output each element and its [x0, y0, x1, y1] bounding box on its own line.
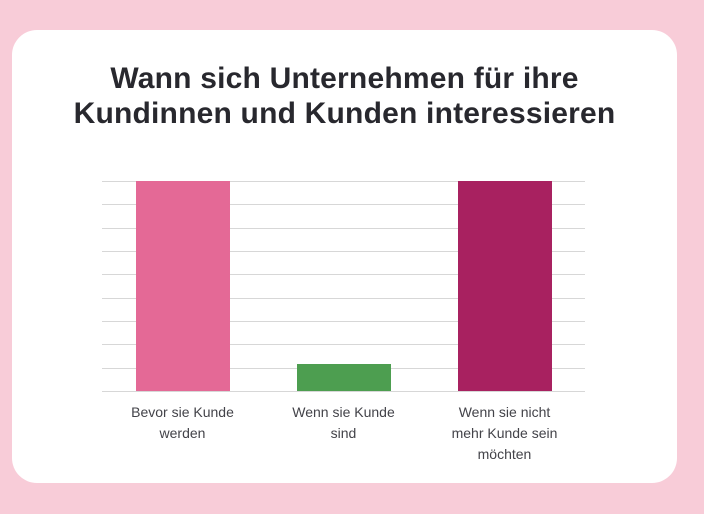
gridline — [102, 297, 585, 299]
x-axis-label: Bevor sie Kunde werden — [131, 404, 234, 441]
bar-slot — [263, 181, 424, 391]
gridline — [102, 391, 585, 392]
plot-area — [102, 181, 585, 392]
gridline — [102, 250, 585, 252]
bar-slot — [424, 181, 585, 391]
chart-card: Wann sich Unternehmen für ihre Kundinnen… — [12, 30, 677, 483]
gridline — [102, 274, 585, 276]
gridline — [102, 181, 585, 182]
bar — [457, 181, 552, 391]
gridline — [102, 344, 585, 346]
chart-title: Wann sich Unternehmen für ihre Kundinnen… — [73, 62, 616, 130]
bar-slot — [102, 181, 263, 391]
x-axis-labels: Bevor sie Kunde werden Wenn sie Kunde sin… — [102, 402, 585, 465]
gridline — [102, 227, 585, 229]
x-axis-label: Wenn sie Kunde sind — [292, 404, 395, 441]
gridline — [102, 204, 585, 206]
bar — [135, 181, 230, 391]
gridline — [102, 320, 585, 322]
bar-series — [102, 181, 585, 391]
x-axis-label: Wenn sie nicht mehr Kunde sein möchten — [451, 404, 558, 462]
bar — [296, 363, 391, 391]
